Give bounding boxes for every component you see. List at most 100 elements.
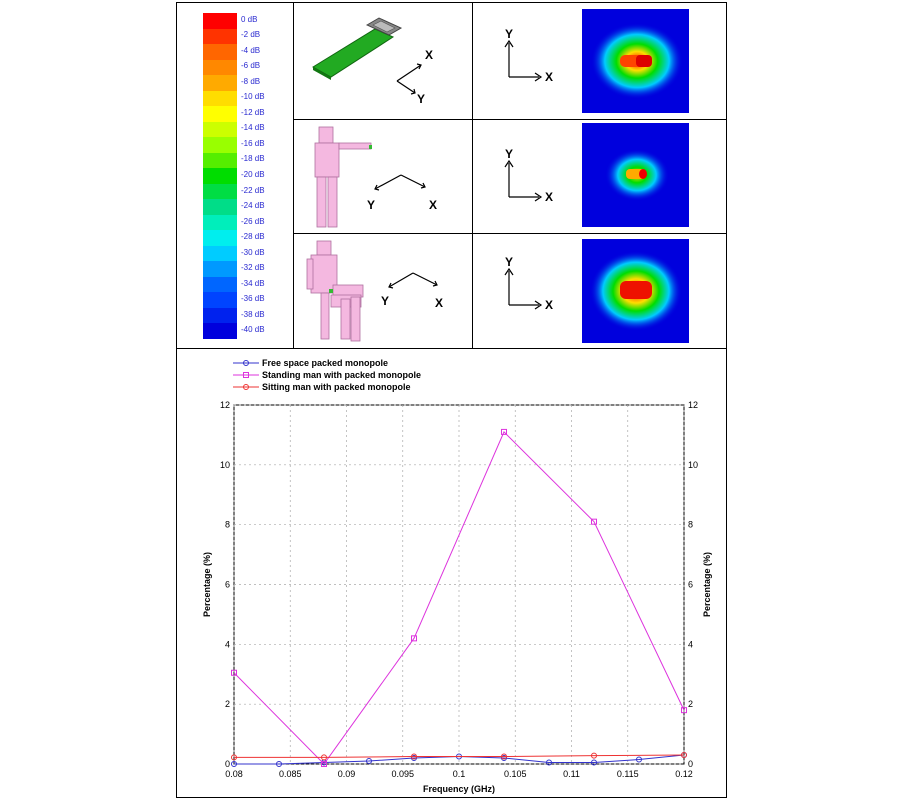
colorbar-swatch <box>203 137 237 154</box>
y-axis-title: Percentage (%) <box>202 552 212 617</box>
axis-x-label-3: X <box>435 296 443 310</box>
data-point <box>231 669 237 676</box>
colorbar-label: -24 dB <box>241 201 265 211</box>
x-tick-label: 0.085 <box>279 769 302 779</box>
y-tick-label: 6 <box>225 580 230 590</box>
colorbar-swatch <box>203 152 237 169</box>
colorbar-swatch <box>203 44 237 61</box>
axis-2d-x-label-3: X <box>545 298 553 312</box>
colorbar-swatch <box>203 276 237 293</box>
colorbar-swatch <box>203 214 237 231</box>
data-point <box>321 754 327 761</box>
x-tick-label: 0.105 <box>504 769 527 779</box>
colorbar-label: -22 dB <box>241 185 265 195</box>
data-point <box>411 635 417 642</box>
colorbar-swatch <box>203 199 237 216</box>
data-point <box>231 754 237 761</box>
colorbar-label: -14 dB <box>241 123 265 133</box>
line-chart: 0.08 0.085 0.09 0.095 0.1 0.105 0.11 0.115 0.120… <box>202 358 712 794</box>
x-tick-label: 0.115 <box>617 769 639 779</box>
colorbar-label: -36 dB <box>241 294 265 304</box>
axes-triad-2d-1: Y X <box>504 27 553 84</box>
y-tick-label: 4 <box>225 639 230 649</box>
colorbar-swatch <box>203 121 237 138</box>
colorbar-label: -20 dB <box>241 170 265 179</box>
y-tick-label-right: 4 <box>688 639 693 649</box>
series-line-3 <box>234 754 685 758</box>
y-tick-label-right: 12 <box>688 400 698 410</box>
colorbar-swatch <box>203 183 237 200</box>
y-tick-label: 10 <box>220 460 230 470</box>
data-point <box>591 518 597 525</box>
field-heatmap-free-space <box>582 9 689 113</box>
data-point <box>636 756 642 763</box>
colorbar-swatch <box>203 13 237 30</box>
figure-panel: 0 dB -2 dB -4 dB -6 dB -8 dB -10 dB -12 dB -14 … <box>176 2 727 798</box>
legend-label: Sitting man with packed monopole <box>262 382 411 392</box>
sitting-man-model <box>306 240 364 342</box>
colorbar-label: -6 dB <box>241 61 261 71</box>
data-point <box>321 761 327 767</box>
y-tick-label: 12 <box>220 400 230 410</box>
legend-marker <box>243 384 249 390</box>
axes-triad-2d-2: Y X <box>504 147 553 204</box>
divider-h2 <box>293 233 727 234</box>
colorbar-label: -8 dB <box>241 76 261 86</box>
y-tick-label-right: 8 <box>688 520 693 530</box>
colorbar-swatch <box>203 292 237 309</box>
colorbar-label: -28 dB <box>241 232 265 242</box>
colorbar-label: -30 dB <box>241 247 265 257</box>
colorbar-swatch <box>203 168 237 185</box>
axes-triad-3d-1: X Y <box>396 48 433 106</box>
data-point <box>681 707 687 714</box>
y-tick-label: 8 <box>225 520 230 530</box>
data-point <box>591 752 597 759</box>
data-point <box>546 759 552 766</box>
x-axis-title: Frequency (GHz) <box>423 784 495 794</box>
colorbar-swatch <box>203 230 237 247</box>
colorbar-label: -34 dB <box>241 278 265 288</box>
divider-v1 <box>293 3 294 348</box>
x-tick-label: 0.095 <box>391 769 414 779</box>
axes-triad-3d-3: Y X <box>381 272 443 310</box>
colorbar-swatch <box>203 307 237 324</box>
colorbar-label: -38 dB <box>241 309 265 319</box>
axis-2d-x-label-2: X <box>545 190 553 204</box>
colorbar-label: -26 dB <box>241 216 265 226</box>
colorbar-swatch <box>203 75 237 92</box>
data-point <box>276 761 282 767</box>
colorbar-label: -18 dB <box>241 154 265 164</box>
pcb-model-illustration <box>312 17 403 80</box>
y-tick-label-right: 0 <box>688 759 693 769</box>
axis-y-label-3: Y <box>381 294 389 308</box>
colorbar-label: -40 dB <box>241 325 265 335</box>
data-point <box>366 758 372 765</box>
colorbar-swatch <box>203 106 237 123</box>
axis-2d-y-label-1: Y <box>505 27 513 41</box>
colorbar-label: 0 dB <box>241 14 258 24</box>
colorbar-swatch <box>203 59 237 76</box>
axis-2d-y-label-3: Y <box>505 255 513 269</box>
axis-x-label-1: X <box>425 48 433 62</box>
colorbar-label: -10 dB <box>241 92 265 102</box>
axis-x-label-2: X <box>429 198 437 212</box>
colorbar-labels: 0 dB -2 dB -4 dB -6 dB -8 dB -10 dB -12 dB -14 … <box>241 13 291 339</box>
colorbar-label: -4 dB <box>241 45 261 55</box>
colorbar-swatch <box>203 323 237 340</box>
data-point <box>501 428 507 435</box>
axis-2d-x-label-1: X <box>545 70 553 84</box>
x-tick-label: 0.12 <box>675 769 693 779</box>
colorbar-swatch <box>203 28 237 45</box>
series-line-2 <box>233 431 685 765</box>
data-point <box>681 752 687 759</box>
field-heatmap-standing <box>582 123 689 227</box>
legend-marker <box>243 372 249 378</box>
legend-label: Standing man with packed monopole <box>262 370 421 380</box>
y-tick-label: 0 <box>225 759 230 769</box>
colorbar-swatch <box>203 261 237 278</box>
data-point <box>231 761 237 767</box>
y-tick-label: 2 <box>225 699 230 709</box>
x-tick-label: 0.1 <box>453 769 466 779</box>
y-axis-title-right: Percentage (%) <box>702 552 712 617</box>
x-tick-label: 0.11 <box>563 769 580 779</box>
